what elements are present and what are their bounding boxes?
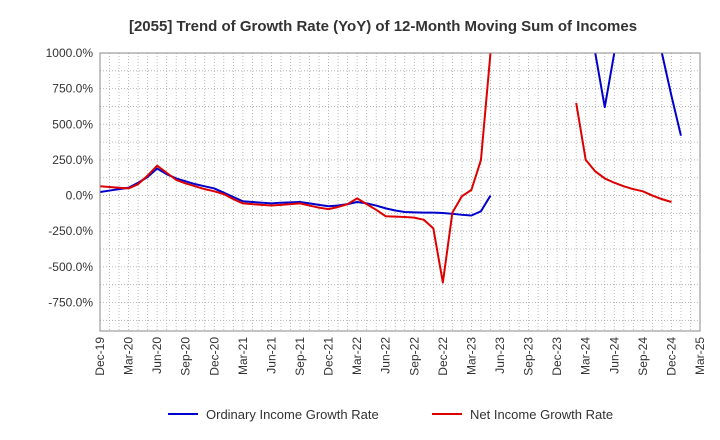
y-tick-label: 250.0% xyxy=(52,153,93,167)
y-tick-label: 500.0% xyxy=(52,117,93,131)
series-line-ordinary-income xyxy=(594,53,616,109)
legend: Ordinary Income Growth Rate Net Income Gr… xyxy=(168,407,613,422)
x-tick-label: Jun-22 xyxy=(379,337,393,374)
y-tick-label: 0.0% xyxy=(66,189,94,203)
y-tick-label: -750.0% xyxy=(48,295,93,309)
series-lines xyxy=(100,53,682,284)
series-line-ordinary-income xyxy=(660,53,682,136)
x-tick-label: Jun-20 xyxy=(150,337,164,374)
legend-label: Net Income Growth Rate xyxy=(470,407,613,422)
y-tick-label: -250.0% xyxy=(48,224,93,238)
y-tick-label: 1000.0% xyxy=(46,46,94,60)
legend-label: Ordinary Income Growth Rate xyxy=(206,407,379,422)
series-line-net-income xyxy=(575,102,672,203)
x-tick-label: Dec-23 xyxy=(550,337,564,376)
x-tick-label: Dec-21 xyxy=(322,337,336,376)
x-tick-label: Mar-25 xyxy=(693,337,707,375)
y-tick-label: -500.0% xyxy=(48,260,93,274)
x-tick-label: Sep-20 xyxy=(179,337,193,376)
x-tick-label: Mar-22 xyxy=(350,337,364,375)
x-tick-label: Mar-23 xyxy=(464,337,478,375)
x-axis: Dec-19 Mar-20 Jun-20 Sep-20 Dec-20 Mar-21 Jun-… xyxy=(93,337,707,376)
x-tick-label: Sep-23 xyxy=(522,337,536,376)
x-tick-label: Mar-24 xyxy=(579,337,593,375)
x-tick-label: Jun-21 xyxy=(264,337,278,374)
x-tick-label: Mar-21 xyxy=(236,337,250,375)
series-line-net-income xyxy=(100,53,492,284)
x-tick-label: Sep-24 xyxy=(636,337,650,376)
chart-title: [2055] Trend of Growth Rate (YoY) of 12-… xyxy=(129,18,637,35)
x-tick-label: Dec-22 xyxy=(436,337,450,376)
x-tick-label: Dec-24 xyxy=(664,337,678,376)
x-tick-label: Mar-20 xyxy=(122,337,136,375)
x-tick-label: Dec-20 xyxy=(207,337,221,376)
x-tick-label: Dec-19 xyxy=(93,337,107,376)
series-line-ordinary-income xyxy=(100,167,492,217)
x-tick-label: Sep-21 xyxy=(293,337,307,376)
x-tick-label: Sep-22 xyxy=(407,337,421,376)
x-tick-label: Jun-23 xyxy=(493,337,507,374)
y-tick-label: 750.0% xyxy=(52,82,93,96)
x-tick-label: Jun-24 xyxy=(607,337,621,374)
plot-area xyxy=(99,52,701,332)
grid xyxy=(99,52,701,331)
y-axis: 1000.0% 750.0% 500.0% 250.0% 0.0% -250.0% -500… xyxy=(46,46,94,309)
